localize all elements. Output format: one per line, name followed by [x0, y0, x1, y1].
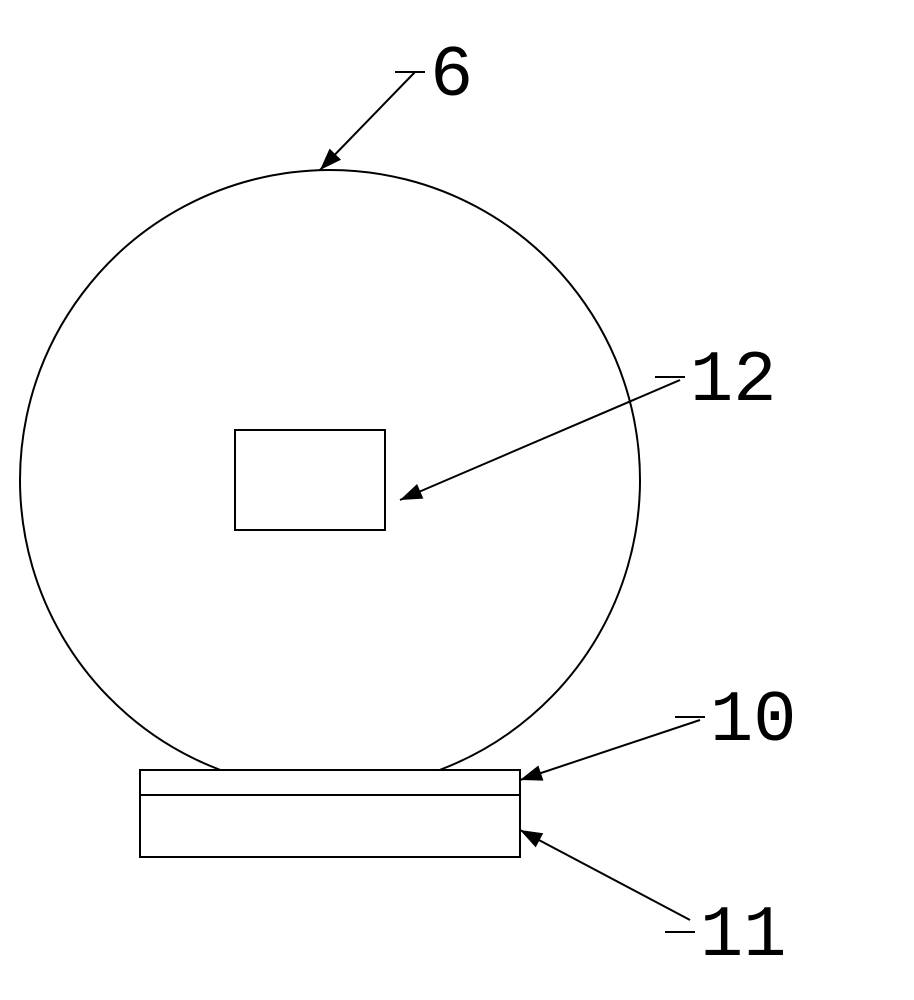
label-11: 11: [520, 830, 786, 977]
arrowhead: [520, 830, 543, 847]
label-12: 12: [400, 340, 776, 500]
label-10: 10: [520, 680, 796, 780]
label-6-text: 6: [430, 35, 473, 117]
base-upper-rect: [140, 770, 520, 795]
leader-line: [520, 830, 690, 920]
dome-outline: [20, 170, 640, 770]
label-6: 6: [320, 35, 473, 170]
label-12-text: 12: [690, 340, 776, 422]
inner-rect: [235, 430, 385, 530]
base-lower-rect: [140, 795, 520, 857]
arrowhead: [400, 484, 423, 500]
leader-line: [520, 720, 700, 780]
arrowhead: [520, 765, 543, 780]
label-11-text: 11: [700, 895, 786, 977]
label-10-text: 10: [710, 680, 796, 762]
